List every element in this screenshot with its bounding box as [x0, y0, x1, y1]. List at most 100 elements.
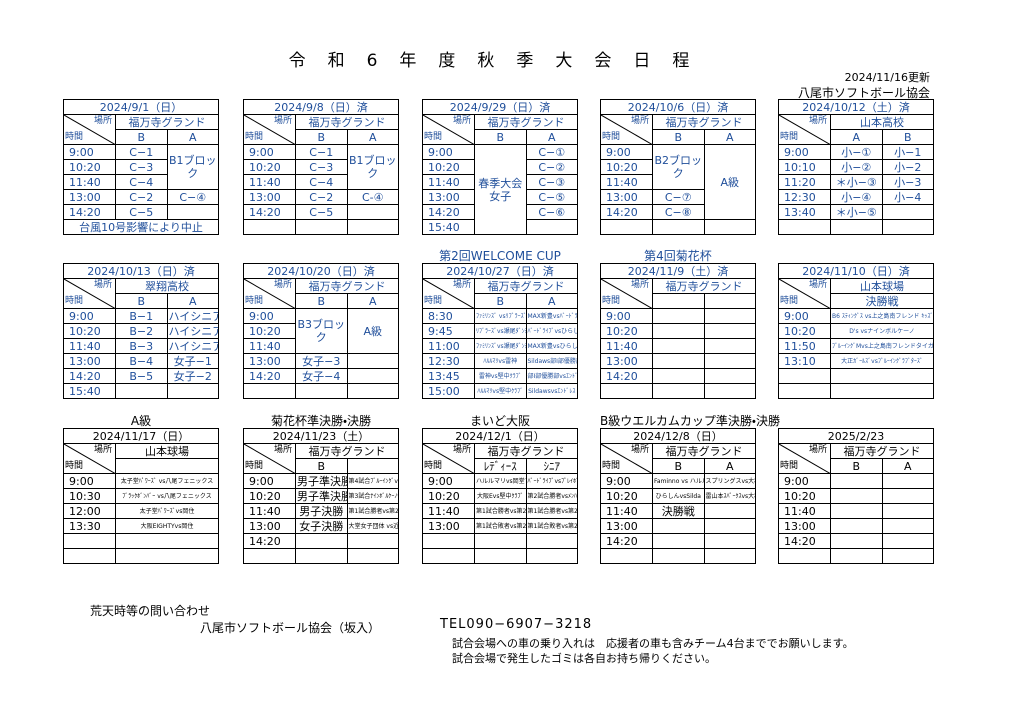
column-header: B	[474, 129, 527, 145]
merged-cell: B2ブロック	[652, 144, 705, 190]
cell: ﾊﾙﾙﾏﾘvs堅中ｸﾗﾌﾞ	[474, 383, 527, 399]
time-label: 時間	[602, 296, 621, 306]
time: 14:20	[243, 204, 296, 220]
cell	[525, 533, 578, 549]
place-label: 場所	[452, 280, 471, 290]
time-row	[63, 548, 219, 564]
cell: B6 ｽﾃｨﾝｸﾞｽ vs上之島南フレンド ｷｯｽﾞ	[830, 308, 934, 324]
cell: ﾌﾞﾗｯｸﾎﾞﾝﾊﾞｰ vs八尾フェニックス	[115, 488, 219, 504]
cell: 第3試合ﾅｲﾝﾎﾞﾙｹｰﾉvsﾌｪﾆｯｸｽ	[346, 488, 399, 504]
date: 2024/9/29（日）済	[422, 99, 578, 115]
time-row: 13:00 C−2 C−④	[63, 189, 219, 205]
column-header: A	[703, 129, 756, 145]
diagonal	[64, 115, 115, 144]
time-row	[600, 219, 756, 235]
schedule-table: 2024/9/8（日）済 場所 時間 福万寺グランド B A 9:00 C−1 B1ブロック 10…	[243, 99, 399, 235]
time: 13:00	[422, 518, 475, 534]
cell: スプリングスvs大和郡山	[703, 473, 756, 489]
time: 14:20	[243, 368, 296, 384]
note: 試合会場への車の乗り入れは 応援者の車も含みチーム4台まででお願いします。	[452, 637, 854, 650]
time-row: 11:40 B−3 ハイシニア	[63, 338, 219, 354]
time-row: 13:10 大正ｶﾞｰﾙｽﾞvsﾌﾞﾙｰｲﾝｸﾞﾗﾌﾞﾀｰｽﾞ	[778, 353, 934, 369]
venue-row: 場所 時間 翠翔高校	[63, 278, 219, 309]
time: 13:00	[600, 353, 653, 369]
cell: 大阪Evs堅中ｸﾗﾌﾞ	[474, 488, 527, 504]
cell: 男子決勝	[295, 503, 348, 519]
diagonal-cell: 場所 時間	[63, 278, 116, 309]
schedule-table: 2024/10/12（土）済 場所 時間 山本高校 A B 9:00 小−① 小−1 10:10 小…	[778, 99, 934, 235]
cell: MAX新豊vsひらしん	[525, 338, 578, 354]
column-header: A	[703, 458, 756, 474]
place-label: 場所	[273, 116, 292, 126]
column-header: B	[881, 129, 934, 145]
cell	[703, 368, 756, 384]
cell	[346, 533, 399, 549]
time-row: 9:00男子準決勝第4試合ﾌﾞﾙｰｲﾝｸﾞvs太子堂	[243, 473, 399, 489]
time-label: 時間	[780, 132, 799, 142]
date-row: 2024/11/17（日）	[63, 428, 219, 444]
time: 15:40	[422, 219, 475, 235]
venue-row: 場所 時間 福万寺グランド	[422, 278, 578, 309]
column-header	[703, 293, 756, 309]
schedule-table: 2024/12/1（日） 場所 時間 福万寺グランド ﾚﾃﾞｨｰｽ ｼﾆｱ 9:00 ハルルマ…	[422, 428, 578, 564]
cell	[346, 353, 399, 369]
cell: 雷山本ｽﾊﾟｰｸｽvs大和郡山	[703, 488, 756, 504]
time-row: 13:00 女子−3	[243, 353, 399, 369]
venue: 山本球場	[830, 278, 934, 294]
venue: 山本球場	[115, 443, 219, 459]
diagonal-cell: 場所 時間	[778, 443, 831, 474]
time	[63, 548, 116, 564]
cell	[346, 368, 399, 384]
cell: 男子準決勝	[295, 488, 348, 504]
cell: C−3	[295, 159, 348, 175]
time-row: 13:00 C−⑦	[600, 189, 756, 205]
cell: C−4	[115, 174, 168, 190]
diagonal	[423, 115, 474, 144]
column-header: B	[295, 129, 348, 145]
time: 10:20	[243, 488, 296, 504]
time-row: 14:20	[600, 533, 756, 549]
time-row: 9:00 C−1 B1ブロック	[243, 144, 399, 190]
date-row: 2024/10/12（土）済	[778, 99, 934, 115]
column-header: B	[830, 458, 883, 474]
cell	[703, 219, 756, 235]
time-row	[63, 533, 219, 549]
cell	[830, 383, 934, 399]
time-row: 9:00 B3ブロック A級	[243, 308, 399, 354]
time-row: 14:20 女子−4	[243, 368, 399, 384]
time-row	[243, 219, 399, 235]
time: 10:20	[600, 488, 653, 504]
place-label: 場所	[630, 445, 649, 455]
venue-row: 場所 時間 福万寺グランド	[778, 443, 934, 474]
cell: ひらしんvsSilda	[652, 488, 705, 504]
cell	[652, 323, 705, 339]
time-row: 11:40 決勝戦	[600, 503, 756, 519]
cell: C−2	[295, 189, 348, 205]
time: 13:30	[63, 518, 116, 534]
venue: 福万寺グランド	[115, 114, 219, 130]
time-row	[600, 548, 756, 564]
date: 2024/10/20（日）済	[243, 263, 399, 279]
time-row: 9:00 春季大会女子 C−①	[422, 144, 578, 235]
cell: C−④	[166, 189, 219, 205]
column-header: A	[346, 293, 399, 309]
diagonal-line	[244, 115, 295, 144]
time-label: 時間	[424, 461, 443, 471]
cell: ハルルマリvs岡堂ファイターズ	[474, 473, 527, 489]
venue-row: 場所 時間 福万寺グランド	[600, 278, 756, 309]
cell	[346, 204, 399, 220]
time-row	[778, 548, 934, 564]
time-label: 時間	[245, 296, 264, 306]
time: 12:30	[422, 353, 475, 369]
merged-cell: 春季大会女子	[474, 144, 527, 235]
time-row: 10:20男子準決勝第3試合ﾅｲﾝﾎﾞﾙｹｰﾉvsﾌｪﾆｯｸｽ	[243, 488, 399, 504]
date-row: 2024/11/9（土）済	[600, 263, 756, 279]
date: 2024/12/8（日）	[600, 428, 756, 444]
time: 10:30	[63, 488, 116, 504]
cell	[881, 548, 934, 564]
schedule: B級ウエルカムカップ準決勝・決勝 2024/12/8（日） 場所 時間 福万寺グランド B…	[600, 414, 780, 564]
time-row: 15:00 ﾊﾙﾙﾏﾘvs堅中ｸﾗﾌﾞ Sildawsvsｴﾝﾄﾞﾚｽ	[422, 383, 578, 399]
